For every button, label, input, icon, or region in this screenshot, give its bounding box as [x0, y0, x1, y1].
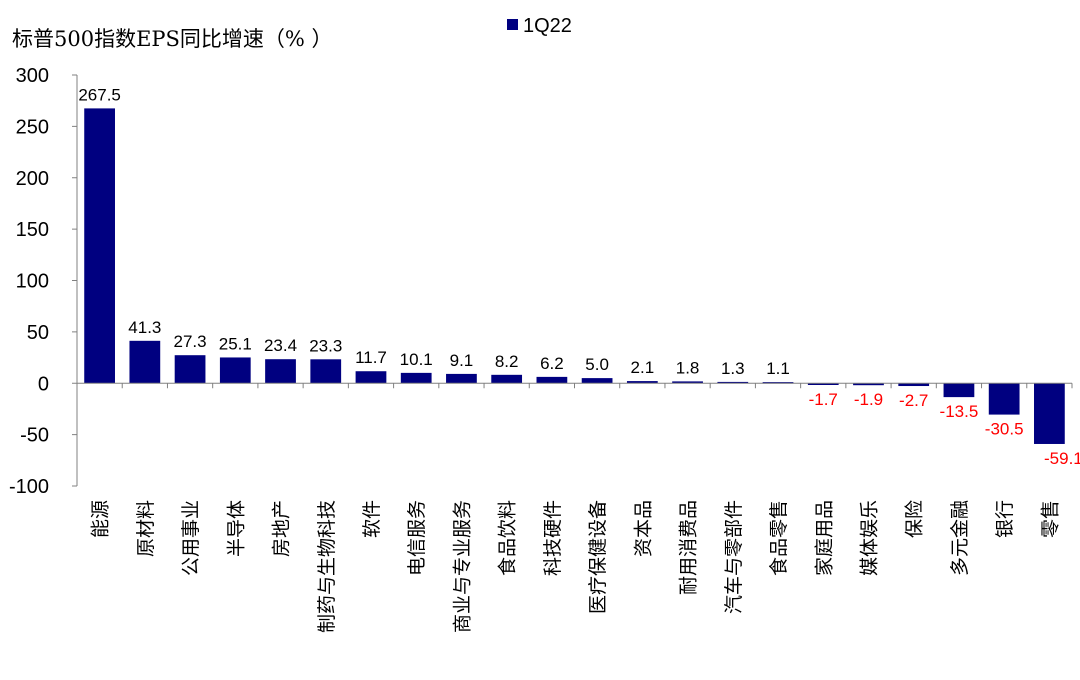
- data-label: -1.7: [809, 390, 838, 409]
- bar: [355, 371, 387, 384]
- category-label: 医疗保健设备: [587, 500, 609, 614]
- legend: 1Q22: [507, 15, 572, 37]
- category-label: 半导体: [225, 500, 247, 557]
- y-tick-label: 100: [16, 271, 49, 293]
- y-tick-label: 0: [38, 373, 49, 395]
- category-label: 耐用消费品: [678, 500, 700, 595]
- category-label: 多元金融: [949, 500, 971, 576]
- category-label: 电信服务: [406, 500, 428, 576]
- bar: [807, 383, 839, 385]
- category-label: 软件: [361, 500, 383, 538]
- bar: [84, 108, 115, 384]
- data-label: 5.0: [585, 355, 609, 374]
- category-label: 制药与生物科技: [316, 500, 338, 633]
- data-labels: 267.5 41.3 27.3 25.1 23.4 23.3 11.7 10.1 9.1 8.2 6…: [78, 85, 1080, 468]
- y-tick-label: 200: [16, 168, 49, 190]
- category-label: 公用事业: [180, 500, 202, 576]
- category-label: 零售: [1039, 500, 1061, 538]
- category-label: 资本品: [632, 500, 654, 557]
- bar: [536, 376, 568, 384]
- y-tick-label: -50: [20, 425, 49, 447]
- data-label: 2.1: [631, 358, 655, 377]
- bar: [265, 359, 296, 384]
- bar: [853, 383, 884, 386]
- bar: [491, 374, 523, 384]
- category-label: 原材料: [135, 500, 157, 557]
- category-label: 保险: [904, 500, 926, 538]
- bar: [717, 381, 749, 384]
- bar: [581, 378, 613, 384]
- data-label: 23.4: [264, 336, 297, 355]
- category-labels: 能源 原材料 公用事业 半导体 房地产 制药与生物科技 软件 电信服务 商业与专业服务 食品饮料 科…: [90, 500, 1062, 633]
- x-axis: [76, 382, 1073, 389]
- data-label: 6.2: [540, 354, 564, 373]
- data-label: 267.5: [78, 85, 121, 104]
- bar: [943, 383, 975, 398]
- bar: [174, 355, 206, 384]
- data-label: 27.3: [174, 332, 207, 351]
- category-label: 汽车与零部件: [723, 500, 745, 614]
- category-label: 食品零售: [768, 500, 790, 576]
- chart-title: 标普500指数EPS同比增速（% ）: [12, 27, 333, 51]
- data-label: 9.1: [450, 351, 474, 370]
- data-label: 11.7: [355, 348, 387, 367]
- legend-swatch: [507, 19, 518, 30]
- data-label: 1.1: [766, 359, 790, 378]
- bar: [310, 359, 342, 384]
- data-label: 1.8: [676, 358, 700, 377]
- y-tick-label: 50: [27, 322, 49, 344]
- bar: [219, 357, 251, 384]
- bar: [988, 383, 1020, 415]
- data-label: -30.5: [985, 420, 1024, 439]
- data-label: -13.5: [940, 402, 979, 421]
- data-label: 25.1: [219, 334, 252, 353]
- category-label: 银行: [994, 500, 1016, 538]
- data-label: -2.7: [899, 391, 928, 410]
- category-label: 能源: [90, 500, 112, 538]
- bar: [898, 383, 930, 387]
- y-tick-label: -100: [9, 476, 49, 498]
- legend-label: 1Q22: [523, 15, 572, 37]
- y-tick-label: 300: [16, 65, 49, 87]
- category-label: 食品饮料: [497, 500, 519, 576]
- bar: [446, 373, 477, 384]
- category-label: 家庭用品: [813, 500, 835, 576]
- bar: [400, 372, 432, 384]
- data-label: 10.1: [400, 350, 433, 369]
- data-label: 1.3: [721, 359, 745, 378]
- y-axis: 300 250 200 150 100 50 0 -50 -100: [9, 65, 78, 498]
- category-label: 房地产: [271, 500, 293, 557]
- y-tick-label: 250: [16, 116, 49, 138]
- category-label: 商业与专业服务: [451, 500, 473, 633]
- bar: [129, 340, 161, 384]
- bar: [1034, 383, 1065, 444]
- category-label: 科技硬件: [542, 500, 564, 576]
- data-label: -59.1: [1044, 449, 1080, 468]
- data-label: -1.9: [854, 390, 883, 409]
- bar: [672, 381, 703, 384]
- data-label: 41.3: [128, 318, 161, 337]
- y-tick-label: 150: [16, 219, 49, 241]
- bar: [626, 381, 658, 384]
- category-label: 媒体娱乐: [858, 500, 880, 576]
- data-label: 8.2: [495, 352, 519, 371]
- bars: [84, 108, 1065, 444]
- data-label: 23.3: [309, 336, 342, 355]
